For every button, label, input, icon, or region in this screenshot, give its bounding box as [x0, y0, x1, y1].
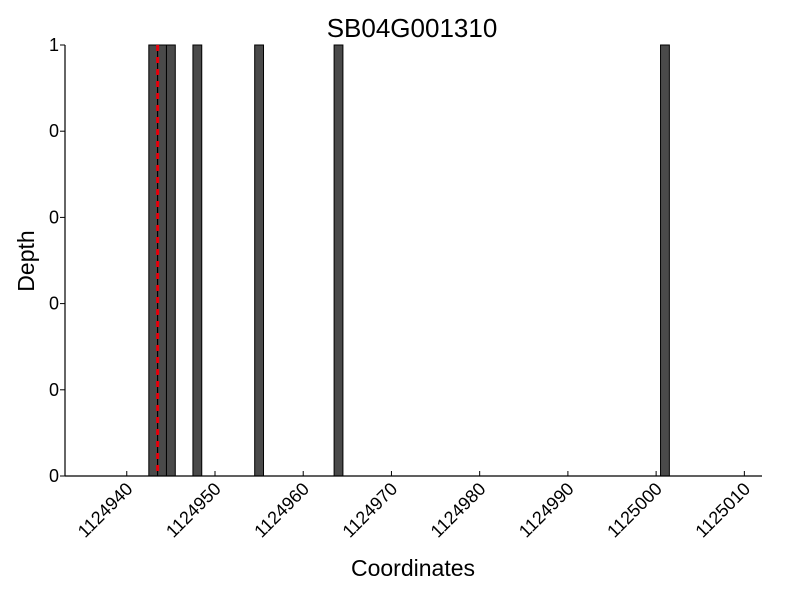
y-axis-label: Depth: [13, 230, 39, 291]
bar: [165, 44, 176, 477]
x-tick-label: 1124980: [427, 479, 490, 542]
bar: [192, 44, 203, 477]
bar: [254, 44, 265, 477]
x-tick-label: 1124970: [339, 479, 402, 542]
x-tick-label: 1125010: [691, 479, 754, 542]
x-tick-label: 1124960: [250, 479, 313, 542]
x-tick-label: 1124990: [515, 479, 578, 542]
x-tick-label: 1124940: [74, 479, 137, 542]
y-tick-label: 0: [49, 380, 59, 400]
y-tick-label: 0: [49, 121, 59, 141]
bars-layer: [148, 44, 670, 477]
x-tick-label: 1124950: [162, 479, 225, 542]
chart-title: SB04G001310: [327, 13, 498, 43]
bar: [333, 44, 344, 477]
x-axis-label: Coordinates: [351, 555, 475, 581]
bar: [660, 44, 670, 477]
y-tick-label: 0: [49, 466, 59, 486]
x-tick-label: 1125000: [603, 479, 666, 542]
axes-layer: [64, 45, 762, 477]
y-tick-label: 0: [49, 207, 59, 227]
y-tick-label: 1: [49, 35, 59, 55]
y-tick-label: 0: [49, 294, 59, 314]
